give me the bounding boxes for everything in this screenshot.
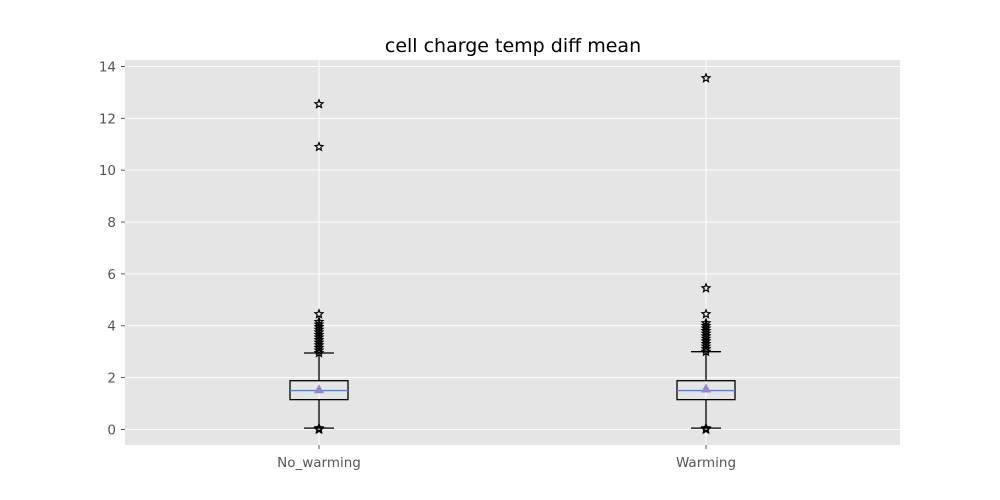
x-tick-label: Warming — [676, 455, 736, 471]
box-group — [676, 72, 736, 435]
mean-marker — [701, 383, 711, 393]
y-tick-label: 8 — [107, 215, 116, 231]
x-tick-label: No_warming — [277, 455, 361, 471]
outlier-point — [700, 317, 712, 328]
outlier-point — [313, 98, 325, 109]
outlier-point — [700, 308, 712, 319]
y-tick-label: 12 — [99, 111, 116, 127]
plot-area — [125, 60, 900, 445]
outlier-point — [700, 422, 712, 433]
outlier-point — [313, 308, 325, 319]
outlier-point — [313, 141, 325, 152]
axis-layer: 0 2 4 6 8 10 12 14 No_warming Warming — [99, 59, 736, 471]
outlier-point — [700, 319, 712, 331]
y-tick-label: 10 — [99, 163, 116, 179]
outlier-point — [313, 316, 325, 327]
outlier-point — [313, 318, 325, 330]
y-tick-label: 4 — [107, 319, 116, 335]
y-tick-label: 14 — [99, 59, 116, 75]
mean-marker — [314, 384, 324, 394]
outlier-point — [700, 72, 712, 83]
box-group — [289, 98, 349, 435]
chart-title: cell charge temp diff mean — [385, 35, 641, 57]
outlier-point — [700, 282, 712, 293]
box-layer — [289, 72, 736, 435]
y-tick-label: 2 — [107, 371, 116, 387]
y-tick-label: 6 — [107, 267, 116, 283]
outlier-point — [313, 422, 325, 433]
y-tick-label: 0 — [107, 422, 116, 438]
